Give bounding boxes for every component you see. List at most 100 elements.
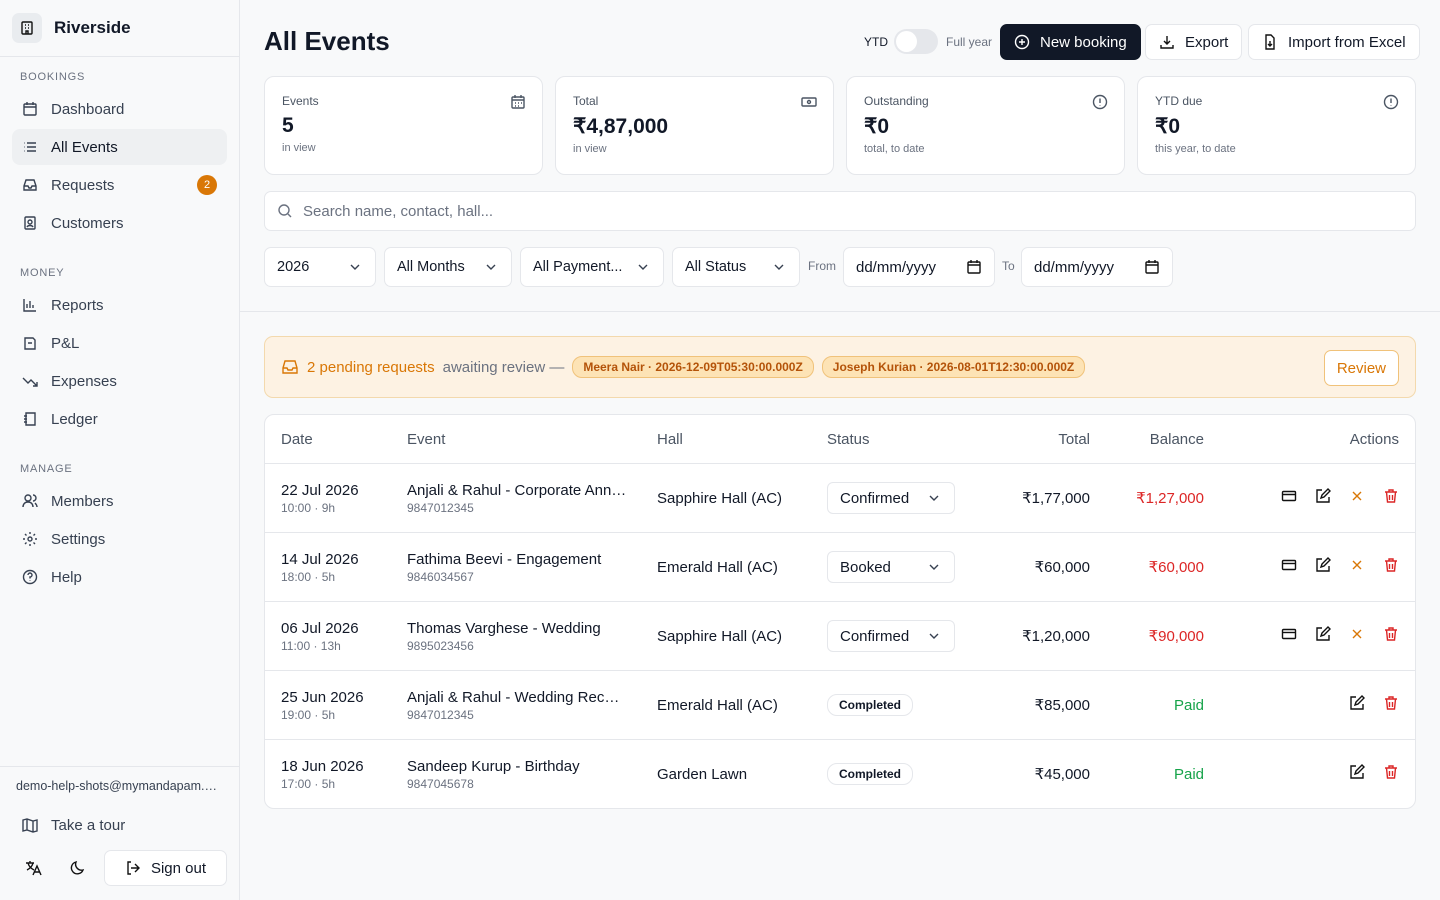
edit-action[interactable] [1349, 764, 1365, 784]
column-header: Event [407, 430, 446, 448]
delete-action[interactable] [1383, 557, 1399, 577]
nav-item[interactable]: P&L [12, 325, 227, 361]
main: All Events YTD Full year New booking Exp… [240, 0, 1440, 900]
button-label: Export [1185, 33, 1229, 51]
nav: BOOKINGS Dashboard All Events Requests 2 Cust… [0, 57, 239, 595]
filter-select[interactable]: All Payment... [520, 247, 664, 287]
nav-item[interactable]: Help [12, 559, 227, 595]
tour-link[interactable]: Take a tour [12, 807, 228, 843]
review-button[interactable]: Review [1323, 350, 1399, 386]
nav-item[interactable]: Requests 2 [12, 167, 227, 203]
edit-action[interactable] [1315, 626, 1331, 646]
event-time: 11:00 · 13h [281, 638, 341, 653]
ytd-toggle[interactable] [894, 29, 938, 54]
payment-action[interactable] [1281, 488, 1297, 508]
filter-value: All Payment... [533, 259, 623, 275]
filter-select[interactable]: All Status [672, 247, 800, 287]
sign-out-label: Sign out [150, 859, 207, 877]
nav-item[interactable]: Customers [12, 205, 227, 241]
date-input[interactable]: dd/mm/yyyy [1021, 247, 1173, 287]
nav-label: Help [51, 568, 82, 586]
row-actions [1204, 557, 1399, 577]
balance-paid: Paid [1173, 696, 1204, 714]
request-chip[interactable]: Meera Nair · 2026-12-09T05:30:00.000Z [572, 356, 814, 378]
nav-label: Settings [51, 530, 106, 548]
theme-button[interactable] [69, 859, 87, 877]
brand-name: Riverside [54, 18, 131, 37]
delete-action[interactable] [1383, 626, 1399, 646]
import-button[interactable]: Import from Excel [1248, 24, 1420, 60]
status-cell: Completed [827, 763, 977, 785]
cancel-action[interactable] [1349, 626, 1365, 646]
nav-item[interactable]: Reports [12, 287, 227, 323]
brand: Riverside [0, 0, 239, 57]
edit-action[interactable] [1315, 488, 1331, 508]
nav-item[interactable]: Ledger [12, 401, 227, 437]
status-select[interactable]: Booked [827, 551, 955, 583]
event-date: 14 Jul 2026 [281, 550, 359, 568]
nav-section-title: BOOKINGS [20, 71, 86, 83]
column-header: Balance [1149, 430, 1204, 448]
button-label: New booking [1040, 33, 1127, 51]
events-table: Date Event Hall Status Total Balance Actions 22… [264, 414, 1416, 809]
nav-section-title: MONEY [20, 267, 65, 279]
filter-value: All Months [397, 259, 465, 275]
status-cell: Booked [827, 551, 977, 583]
nav-item[interactable]: Dashboard [12, 91, 227, 127]
status-cell: Confirmed [827, 620, 977, 652]
pending-count[interactable]: 2 pending requests [307, 358, 435, 376]
date-placeholder: dd/mm/yyyy [1034, 258, 1115, 276]
sign-out-button[interactable]: Sign out [104, 850, 227, 886]
table-row: 25 Jun 2026 19:00 · 5h Anjali & Rahul - We… [265, 670, 1415, 739]
stat-sub: in view [282, 142, 316, 154]
nav-label: Ledger [51, 410, 98, 428]
event-name[interactable]: Fathima Beevi - Engagement [407, 550, 602, 568]
event-cell: Sandeep Kurup - Birthday 9847045678 [407, 758, 657, 791]
date-input[interactable]: dd/mm/yyyy [843, 247, 995, 287]
status-select[interactable]: Confirmed [827, 620, 955, 652]
new-booking-button[interactable]: New booking [1000, 24, 1141, 60]
delete-action[interactable] [1383, 488, 1399, 508]
search-input[interactable]: Search name, contact, hall... [264, 191, 1416, 231]
event-phone: 9847045678 [407, 776, 474, 791]
stat-card: Outstanding ₹0 total, to date [846, 76, 1125, 175]
cancel-action[interactable] [1349, 488, 1365, 508]
request-chip[interactable]: Joseph Kurian · 2026-08-01T12:30:00.000Z [821, 356, 1086, 378]
status-badge: Completed [827, 694, 914, 716]
event-name[interactable]: Thomas Varghese - Wedding [407, 619, 601, 637]
pending-banner: 2 pending requests awaiting review — Mee… [264, 336, 1416, 398]
event-phone: 9847012345 [407, 707, 474, 722]
status-value: Confirmed [840, 489, 910, 507]
nav-item[interactable]: All Events [12, 129, 227, 165]
payment-action[interactable] [1281, 626, 1297, 646]
cancel-action[interactable] [1349, 557, 1365, 577]
balance-due: ₹60,000 [1148, 559, 1204, 576]
toggle-left-label: YTD [864, 35, 888, 49]
user-email: demo-help-shots@mymandapam.com [16, 779, 222, 793]
hall: Garden Lawn [657, 765, 748, 783]
nav-item[interactable]: Settings [12, 521, 227, 557]
nav-item[interactable]: Members [12, 483, 227, 519]
edit-action[interactable] [1315, 557, 1331, 577]
stat-label: Events [282, 94, 319, 108]
language-button[interactable] [24, 859, 42, 877]
export-button[interactable]: Export [1145, 24, 1243, 60]
event-name[interactable]: Sandeep Kurup - Birthday [407, 757, 580, 775]
filter-select[interactable]: All Months [384, 247, 512, 287]
status-select[interactable]: Confirmed [827, 482, 955, 514]
row-actions [1204, 488, 1399, 508]
column-header: Total [1058, 430, 1090, 448]
payment-action[interactable] [1281, 557, 1297, 577]
table-row: 18 Jun 2026 17:00 · 5h Sandeep Kurup - Bir… [265, 739, 1415, 808]
delete-action[interactable] [1383, 695, 1399, 715]
event-name[interactable]: Anjali & Rahul - Wedding Reception [407, 688, 627, 706]
stat-label: YTD due [1155, 94, 1203, 108]
row-actions [1204, 764, 1399, 784]
nav-item[interactable]: Expenses [12, 363, 227, 399]
delete-action[interactable] [1383, 764, 1399, 784]
filter-select[interactable]: 2026 [264, 247, 376, 287]
event-name[interactable]: Anjali & Rahul - Corporate Annual Meet [407, 481, 627, 499]
event-cell: Anjali & Rahul - Wedding Reception 984701… [407, 689, 657, 722]
edit-action[interactable] [1349, 695, 1365, 715]
stat-value: ₹0 [1155, 115, 1181, 138]
